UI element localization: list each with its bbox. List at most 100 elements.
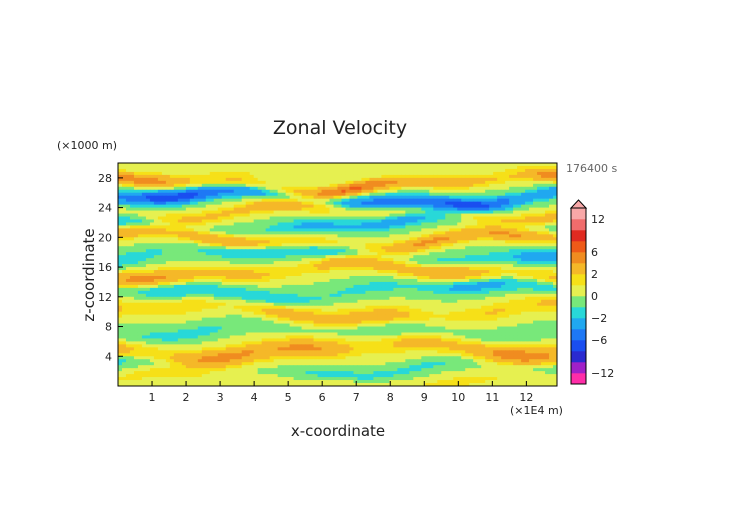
field-cell — [365, 243, 370, 247]
field-cell — [257, 165, 263, 170]
field-cell — [245, 186, 251, 191]
field-cell — [205, 198, 211, 203]
field-cell — [461, 210, 466, 214]
field-cell — [469, 284, 474, 289]
field-cell — [269, 183, 275, 188]
field-cell — [157, 296, 163, 301]
field-cell — [545, 255, 550, 259]
field-cell — [549, 231, 554, 235]
field-cell — [309, 278, 314, 283]
field-cell — [341, 255, 346, 259]
field-cell — [289, 252, 294, 256]
field-cell — [409, 246, 414, 250]
field-cell — [437, 177, 442, 182]
field-cell — [529, 168, 534, 173]
field-cell — [377, 174, 382, 179]
field-cell — [485, 275, 490, 280]
field-cell — [129, 293, 135, 298]
field-cell — [441, 287, 446, 292]
field-cell — [177, 165, 183, 170]
field-cell — [513, 228, 518, 232]
field-cell — [213, 255, 219, 259]
field-cell — [477, 237, 482, 241]
field-cell — [413, 216, 418, 220]
field-cell — [285, 207, 291, 211]
field-cell — [277, 189, 283, 194]
field-cell — [293, 195, 298, 200]
field-cell — [205, 195, 211, 200]
field-cell — [333, 204, 338, 208]
field-cell — [177, 168, 183, 173]
field-cell — [118, 195, 123, 200]
field-cell — [233, 168, 239, 173]
field-cell — [549, 192, 554, 197]
field-cell — [413, 180, 418, 185]
field-cell — [413, 186, 418, 191]
field-cell — [521, 237, 526, 241]
field-cell — [345, 216, 350, 220]
field-cell — [469, 287, 474, 292]
field-cell — [477, 219, 482, 223]
field-cell — [333, 261, 338, 265]
field-cell — [309, 186, 314, 191]
field-cell — [537, 290, 542, 295]
field-cell — [249, 186, 255, 191]
field-cell — [417, 192, 422, 197]
field-cell — [129, 180, 135, 185]
field-cell — [197, 246, 203, 250]
field-cell — [361, 290, 366, 295]
field-cell — [449, 195, 454, 200]
field-cell — [397, 243, 402, 247]
field-cell — [241, 237, 247, 241]
field-cell — [309, 177, 314, 182]
field-cell — [517, 198, 522, 203]
field-cell — [125, 180, 131, 185]
field-cell — [269, 270, 275, 274]
field-cell — [118, 293, 123, 298]
field-cell — [489, 270, 494, 274]
field-cell — [313, 213, 318, 217]
field-cell — [341, 275, 346, 280]
field-cell — [269, 219, 275, 223]
field-cell — [293, 255, 298, 259]
field-cell — [321, 216, 326, 220]
field-cell — [365, 278, 370, 283]
field-cell — [345, 163, 350, 167]
field-cell — [361, 210, 366, 214]
field-cell — [533, 264, 538, 268]
field-cell — [421, 275, 426, 280]
field-cell — [269, 258, 275, 262]
field-cell — [229, 290, 235, 295]
field-cell — [141, 207, 147, 211]
field-cell — [261, 189, 267, 194]
field-cell — [381, 171, 386, 176]
field-cell — [217, 213, 223, 217]
field-cell — [173, 183, 179, 188]
field-cell — [509, 284, 514, 289]
field-cell — [453, 261, 458, 265]
field-cell — [349, 201, 354, 206]
field-cell — [381, 204, 386, 208]
field-cell — [409, 281, 414, 286]
field-cell — [509, 222, 514, 226]
field-cell — [461, 163, 466, 167]
field-cell — [369, 198, 374, 203]
field-cell — [277, 249, 283, 253]
field-cell — [169, 225, 175, 229]
field-cell — [221, 231, 227, 235]
field-cell — [437, 249, 442, 253]
field-cell — [333, 246, 338, 250]
field-cell — [241, 186, 247, 191]
field-cell — [241, 281, 247, 286]
field-cell — [233, 243, 239, 247]
field-cell — [157, 287, 163, 292]
field-cell — [245, 180, 251, 185]
field-cell — [189, 261, 195, 265]
field-cell — [265, 171, 271, 176]
field-cell — [121, 258, 127, 262]
field-cell — [129, 213, 135, 217]
field-cell — [157, 186, 163, 191]
field-cell — [489, 243, 494, 247]
field-cell — [297, 163, 302, 167]
field-cell — [209, 287, 215, 292]
